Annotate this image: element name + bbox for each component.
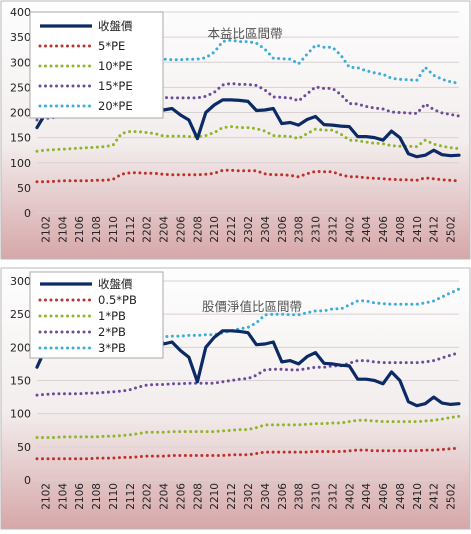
y-tick-label: 350 bbox=[10, 31, 31, 44]
legend-box bbox=[29, 271, 164, 359]
y-tick-label: 150 bbox=[10, 375, 31, 388]
legend-box bbox=[29, 11, 164, 119]
x-tick-label: 2310 bbox=[311, 483, 323, 510]
y-tick-label: 300 bbox=[10, 275, 31, 288]
series-line-2 bbox=[35, 446, 461, 461]
x-tick-label: 2410 bbox=[412, 483, 424, 510]
legend-label: 20*PE bbox=[98, 99, 133, 113]
x-tick-label: 2102 bbox=[40, 216, 52, 243]
x-tick-label: 2208 bbox=[192, 216, 204, 243]
legend: 收盤價 5*PE 10*PE 15*PE 20*PE bbox=[29, 11, 164, 119]
x-tick-label: 2210 bbox=[209, 483, 221, 510]
x-tick-label: 2202 bbox=[142, 216, 154, 243]
x-tick-label: 2502 bbox=[446, 483, 458, 510]
x-tick-label: 2406 bbox=[378, 483, 390, 510]
legend-label: 1*PB bbox=[98, 309, 126, 323]
x-tick-label: 2404 bbox=[361, 483, 373, 510]
y-tick-label: 200 bbox=[10, 341, 31, 354]
x-tick-label: 2212 bbox=[226, 216, 238, 243]
y-tick-label: 50 bbox=[17, 182, 31, 195]
legend-label: 5*PE bbox=[98, 39, 125, 53]
x-tick-label: 2208 bbox=[192, 483, 204, 510]
x-tick-label: 2312 bbox=[327, 216, 339, 243]
x-tick-label: 2104 bbox=[57, 483, 69, 510]
series-line-4 bbox=[35, 351, 461, 397]
x-tick-label: 2112 bbox=[125, 483, 137, 510]
chart-panel-1: 0 50 100 150 200 250 300 350 400 2102 2104 2106 2108… bbox=[0, 0, 471, 260]
chart-title: 本益比區間帶 bbox=[207, 26, 282, 41]
x-tick-label: 2406 bbox=[378, 216, 390, 243]
legend: 收盤價 0.5*PB 1*PB 2*PB 3*PB bbox=[29, 271, 164, 359]
y-tick-label: 250 bbox=[10, 308, 31, 321]
x-tick-label: 2410 bbox=[412, 216, 424, 243]
x-tick-label: 2108 bbox=[91, 216, 103, 243]
x-tick-label: 2108 bbox=[91, 483, 103, 510]
y-tick-label: 400 bbox=[10, 6, 31, 19]
x-tick-label: 2206 bbox=[175, 483, 187, 510]
series-line-3 bbox=[35, 125, 461, 153]
x-tick-label: 2408 bbox=[395, 216, 407, 243]
legend-label: 10*PE bbox=[98, 59, 133, 73]
x-tick-label: 2308 bbox=[294, 483, 306, 510]
y-tick-label: 0 bbox=[24, 207, 31, 220]
x-tick-label: 2204 bbox=[159, 483, 171, 510]
x-tick-label: 2402 bbox=[344, 483, 356, 510]
x-tick-label: 2404 bbox=[361, 216, 373, 243]
x-tick-label: 2102 bbox=[40, 483, 52, 510]
y-tick-label: 100 bbox=[10, 408, 31, 421]
y-tick-label: 300 bbox=[10, 56, 31, 69]
x-tick-label: 2502 bbox=[446, 216, 458, 243]
legend-label: 2*PB bbox=[98, 325, 126, 339]
x-tick-label: 2306 bbox=[277, 483, 289, 510]
series-line-3 bbox=[35, 414, 461, 439]
chart-panel-2: 0 50 100 150 200 250 300 2102 2104 2106 2108 2110 21… bbox=[0, 267, 471, 530]
x-tick-label: 2308 bbox=[294, 216, 306, 243]
x-tick-label: 2302 bbox=[243, 483, 255, 510]
x-tick-label: 2206 bbox=[175, 216, 187, 243]
x-tick-label: 2204 bbox=[159, 216, 171, 243]
x-tick-label: 2408 bbox=[395, 483, 407, 510]
x-tick-label: 2110 bbox=[108, 216, 120, 243]
y-tick-label: 200 bbox=[10, 107, 31, 120]
x-tick-label: 2412 bbox=[429, 216, 441, 243]
x-tick-label: 2202 bbox=[142, 483, 154, 510]
x-tick-label: 2212 bbox=[226, 483, 238, 510]
y-tick-label: 0 bbox=[24, 474, 31, 487]
x-tick-label: 2304 bbox=[260, 483, 272, 510]
x-tick-label: 2112 bbox=[125, 216, 137, 243]
y-tick-label: 250 bbox=[10, 81, 31, 94]
x-tick-label: 2106 bbox=[74, 216, 86, 243]
x-tick-label: 2310 bbox=[311, 216, 323, 243]
x-tick-label: 2110 bbox=[108, 483, 120, 510]
x-tick-label: 2104 bbox=[57, 216, 69, 243]
y-tick-label: 50 bbox=[17, 441, 31, 454]
y-tick-label: 150 bbox=[10, 132, 31, 145]
legend-label: 收盤價 bbox=[98, 19, 133, 33]
chart-title: 股價淨值比區間帶 bbox=[202, 299, 302, 314]
legend-label: 0.5*PB bbox=[98, 293, 137, 307]
legend-label: 3*PB bbox=[98, 341, 126, 355]
x-tick-label: 2106 bbox=[74, 483, 86, 510]
x-tick-label: 2210 bbox=[209, 216, 221, 243]
legend-label: 收盤價 bbox=[98, 277, 133, 291]
series-line-2 bbox=[35, 168, 461, 184]
y-tick-label: 100 bbox=[10, 157, 31, 170]
x-tick-label: 2312 bbox=[327, 483, 339, 510]
legend-label: 15*PE bbox=[98, 79, 133, 93]
x-tick-label: 2302 bbox=[243, 216, 255, 243]
x-tick-label: 2402 bbox=[344, 216, 356, 243]
x-tick-label: 2306 bbox=[277, 216, 289, 243]
x-tick-label: 2304 bbox=[260, 216, 272, 243]
x-tick-label: 2412 bbox=[429, 483, 441, 510]
